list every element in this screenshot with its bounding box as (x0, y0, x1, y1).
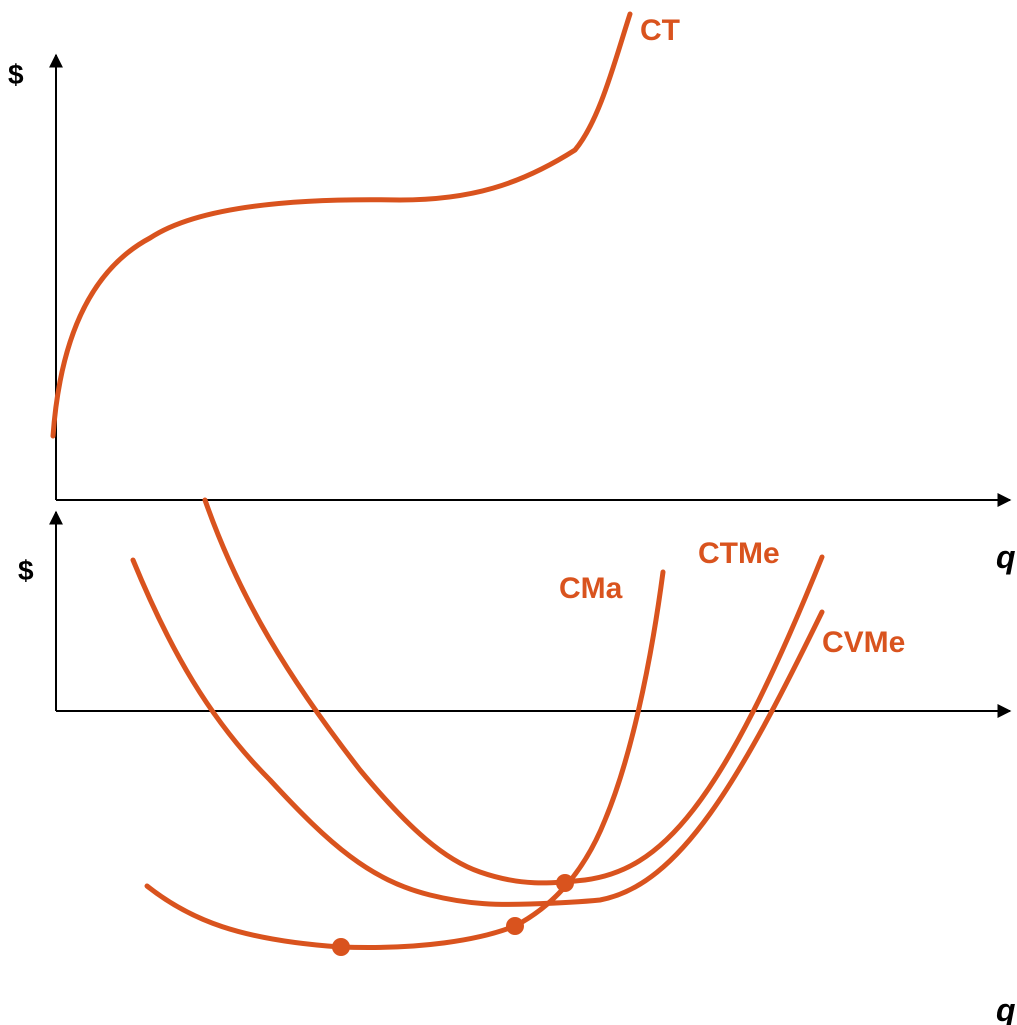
cvme-curve (130, 557, 825, 907)
bottom-x-axis-label: q (996, 992, 1016, 1025)
cvme-label: CVMe (822, 626, 905, 659)
top-y-axis-label: $ (8, 59, 24, 90)
cma-minimum-point (332, 938, 350, 956)
bottom-y-axis-label: $ (18, 555, 34, 586)
ct-label: CT (640, 14, 680, 47)
ctme-label: CTMe (698, 537, 780, 570)
top-panel: $ CT (8, 11, 1012, 507)
cma-cvme-intersection-point (506, 917, 524, 935)
cma-label: CMa (559, 572, 623, 605)
bottom-panel: $ q q CTMe CVMe CMa (18, 497, 1016, 1025)
cma-ctme-intersection-point (556, 874, 574, 892)
cma-curve (144, 569, 666, 951)
top-x-axis-label: q (996, 539, 1016, 575)
ctme-curve (202, 497, 825, 886)
ct-curve (50, 11, 633, 439)
